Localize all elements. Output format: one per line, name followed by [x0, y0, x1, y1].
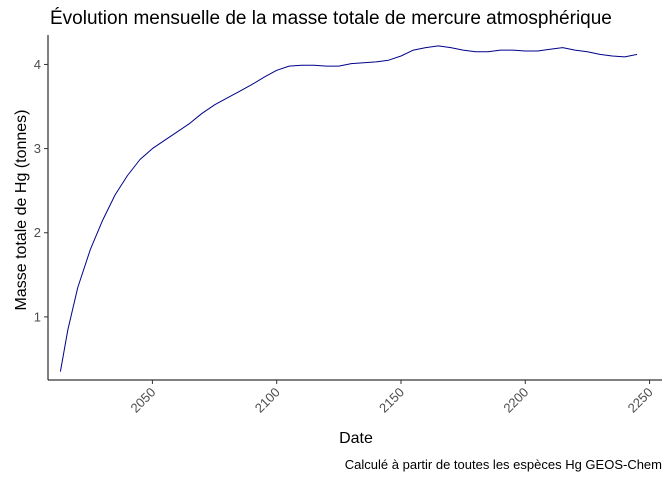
series-line [59, 45, 638, 372]
x-tick-label: 2150 [376, 385, 407, 416]
y-axis-title: Masse totale de Hg (tonnes) [13, 110, 30, 311]
x-axis-ticks: 2050 2100 2150 2200 2250 [127, 380, 656, 416]
y-axis-ticks: 1 2 3 4 [34, 57, 48, 324]
chart-title: Évolution mensuelle de la masse totale d… [50, 8, 612, 29]
y-tick-label: 1 [34, 309, 41, 324]
x-tick-label: 2250 [625, 385, 656, 416]
x-tick-label: 2100 [252, 385, 283, 416]
y-tick-label: 2 [34, 225, 41, 240]
y-tick-label: 4 [34, 57, 41, 72]
x-tick-label: 2050 [127, 385, 158, 416]
x-axis-title: Date [339, 430, 373, 447]
x-tick-label: 2200 [500, 385, 531, 416]
y-tick-label: 3 [34, 141, 41, 156]
chart-caption: Calculé à partir de toutes les espèces H… [345, 457, 662, 472]
series-layer [59, 45, 638, 372]
